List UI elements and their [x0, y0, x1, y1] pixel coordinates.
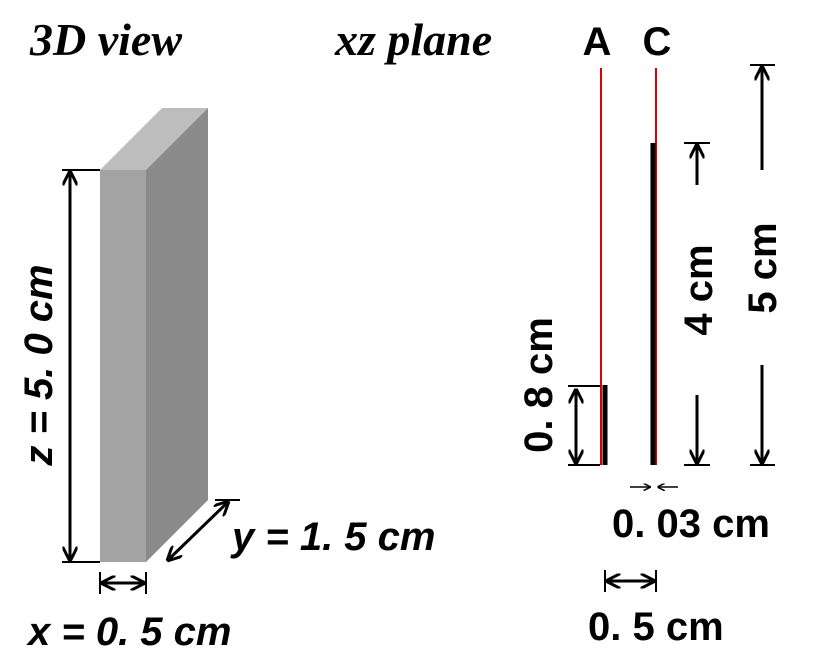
- total-height-label: 5 cm: [741, 222, 785, 313]
- box-top: [100, 108, 208, 170]
- thickness-label: 0. 03 cm: [612, 502, 770, 546]
- box-side: [146, 108, 208, 562]
- y-arrow: [168, 502, 228, 560]
- title-3d: 3D view: [29, 14, 182, 65]
- x-label: x = 0. 5 cm: [26, 610, 231, 652]
- label-a: A: [583, 20, 612, 64]
- title-xz: xz plane: [334, 14, 492, 65]
- box-front: [100, 170, 146, 562]
- anode-height-label: 0. 8 cm: [517, 317, 561, 453]
- gap-label: 0. 5 cm: [588, 605, 724, 649]
- z-label: z = 5. 0 cm: [17, 264, 61, 466]
- cathode-height-label: 4 cm: [677, 244, 721, 335]
- label-c: C: [643, 20, 672, 64]
- y-label: y = 1. 5 cm: [230, 515, 435, 559]
